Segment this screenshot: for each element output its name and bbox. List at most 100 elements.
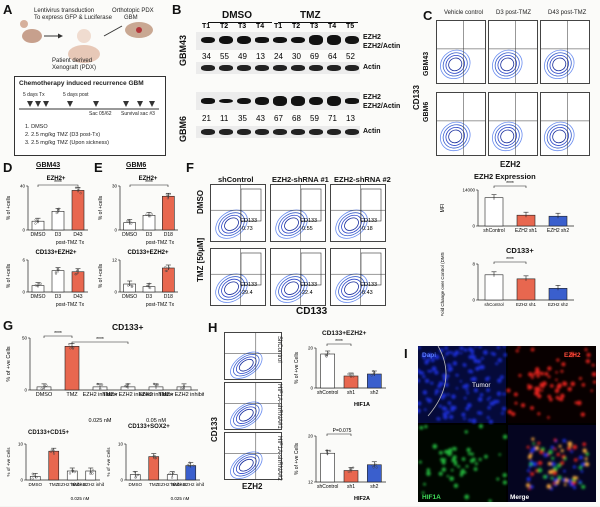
flow-plot xyxy=(210,248,266,306)
cell-nucleus xyxy=(502,392,506,396)
cell-nucleus xyxy=(547,375,551,379)
c-col-1: Vehicle control xyxy=(444,10,484,16)
x-tick-label: D3 xyxy=(55,232,62,238)
cell-nucleus xyxy=(547,394,552,399)
b-value-gbm43: 49 xyxy=(238,52,247,61)
cell-nucleus xyxy=(559,397,564,402)
flow-contour xyxy=(492,49,523,80)
y-tick-label: 0 xyxy=(20,478,23,483)
x-tick-label: TMZ xyxy=(149,482,158,487)
cell-nucleus xyxy=(450,351,454,355)
flow-contour xyxy=(215,209,248,239)
data-point xyxy=(172,471,175,474)
flow-contour xyxy=(445,55,465,74)
data-point xyxy=(134,475,138,478)
cell-nucleus xyxy=(497,358,502,363)
b-value-gbm6: 43 xyxy=(256,114,265,123)
x-tick-label: sh1 xyxy=(347,484,355,490)
b-value-gbm43: 64 xyxy=(328,52,337,61)
data-point xyxy=(164,266,167,269)
y-axis-label: % of +ve Cells xyxy=(6,447,11,477)
cell-nucleus xyxy=(447,367,451,370)
chart-title: CD133+EZH2+ xyxy=(127,250,169,256)
dose-label: 0.025 nM xyxy=(71,496,90,501)
b-band-gbm6-actin xyxy=(255,129,269,135)
y-axis-label: Fold Change over Control (DMSO) xyxy=(440,252,445,316)
flow-contour xyxy=(500,129,515,144)
data-point xyxy=(99,387,102,390)
flow-contour xyxy=(341,278,362,298)
flow-plot xyxy=(224,382,282,430)
data-point xyxy=(126,383,130,386)
data-point xyxy=(374,463,377,466)
y-tick-label: 0 xyxy=(24,388,27,393)
significance-stars: **** xyxy=(96,337,104,343)
x-tick-label: sh2 xyxy=(370,484,378,490)
data-point xyxy=(327,352,330,355)
cell-nucleus xyxy=(457,465,461,468)
merge-signal xyxy=(532,442,535,445)
cell-nucleus xyxy=(442,393,447,398)
b-label-ezh2-2: EZH2 xyxy=(363,94,381,101)
merge-signal xyxy=(530,460,533,464)
b-band-gbm43-ezh2 xyxy=(201,36,215,44)
b-group-tmz: TMZ xyxy=(300,10,321,21)
cell-nucleus xyxy=(472,418,477,423)
flow-contour xyxy=(442,124,468,149)
merge-signal xyxy=(557,475,562,480)
f-col-2: EZH2-shRNA #1 xyxy=(272,175,329,184)
merge-signal xyxy=(539,450,544,455)
cell-nucleus xyxy=(473,388,479,393)
data-point xyxy=(350,468,353,471)
cell-nucleus xyxy=(434,392,438,396)
b-value-gbm6: 68 xyxy=(292,114,301,123)
x-tick-label: DMSO xyxy=(31,294,46,300)
data-point xyxy=(36,220,39,223)
cell-nucleus xyxy=(535,367,540,372)
panel-a-protocol-box: Chemotherapy induced recurrence GBM 5 da… xyxy=(14,76,166,156)
cell-nucleus xyxy=(547,416,550,419)
data-point xyxy=(100,383,104,386)
a-treatment-2: 2. 2.5 mg/kg TMZ (D3 post-Tx) xyxy=(25,132,101,138)
f-row-tmz: TMZ [50µM] xyxy=(196,237,205,282)
panel-e-charts: EZH2+ DMSO D3 D18 % of +cells 0 30 **** post-TMZ… xyxy=(98,176,178,308)
flow-contour xyxy=(341,214,362,234)
data-point xyxy=(149,286,152,290)
cell-nucleus xyxy=(432,444,438,449)
significance-bracket xyxy=(43,335,73,338)
merge-signal xyxy=(570,450,574,454)
a-treatment-1: 1. DMSO xyxy=(25,124,48,130)
cell-nucleus xyxy=(496,391,502,396)
data-point xyxy=(130,222,133,225)
data-point xyxy=(371,464,374,467)
cell-nucleus xyxy=(445,352,449,356)
merge-signal xyxy=(527,487,531,490)
cell-nucleus xyxy=(461,412,466,417)
cell-nucleus xyxy=(537,394,542,399)
cell-nucleus xyxy=(560,369,564,373)
merge-signal xyxy=(537,467,543,473)
y-axis-label: % of +cells xyxy=(6,195,12,220)
cell-nucleus xyxy=(434,354,440,360)
cell-nucleus xyxy=(513,392,518,397)
y-tick-label: 12 xyxy=(308,480,314,485)
data-point xyxy=(96,382,99,386)
flow-gate xyxy=(360,252,382,286)
merge-signal xyxy=(552,482,555,485)
merge-signal xyxy=(578,465,583,470)
flow-gate xyxy=(300,188,322,222)
x-tick-label: TMZ xyxy=(66,392,78,398)
bar xyxy=(162,267,175,293)
x-tick-label: sh1 xyxy=(347,390,355,396)
merge-signal xyxy=(560,461,565,465)
cell-nucleus xyxy=(511,411,516,417)
b-value-gbm43: 52 xyxy=(346,52,355,61)
cell-nucleus xyxy=(461,457,466,461)
b-lane-label: T2 xyxy=(292,23,301,30)
cell-nucleus xyxy=(447,393,450,396)
f-gate-value: 8.43 xyxy=(362,290,373,296)
b-lane-label: T4 xyxy=(328,23,337,30)
b-band-gbm43-ezh2 xyxy=(219,35,233,45)
cell-nucleus xyxy=(422,375,426,379)
significance-bracket xyxy=(37,184,79,187)
